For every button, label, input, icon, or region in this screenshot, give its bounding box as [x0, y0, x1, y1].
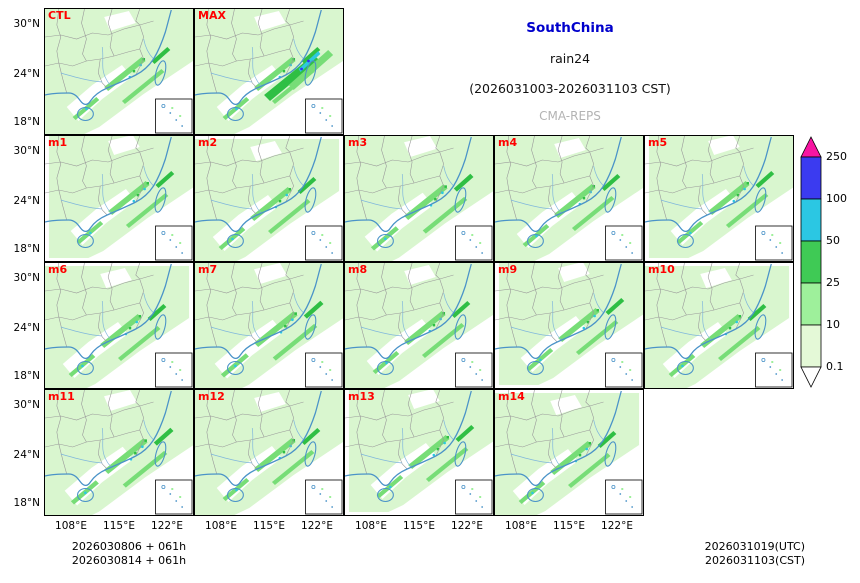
map-panel-m7: m7 [194, 262, 344, 389]
panel-label: CTL [48, 9, 71, 22]
map-panel-m5: m5 [644, 135, 794, 262]
panel-label: m2 [198, 136, 218, 149]
south-china-map [345, 390, 493, 515]
colorbar-label: 250 [826, 150, 847, 163]
title-period: (2026031003-2026031103 CST) [469, 81, 671, 96]
map-panel-m4: m4 [494, 135, 644, 262]
x-tick-label: 108°E [55, 520, 87, 532]
south-china-map [195, 263, 343, 388]
panel-label: m12 [198, 390, 225, 403]
x-tick-label: 122°E [601, 520, 633, 532]
panel-label: m9 [498, 263, 518, 276]
map-panel-m1: m1 [44, 135, 194, 262]
south-china-map [45, 9, 193, 134]
map-panel-m10: m10 [644, 262, 794, 389]
y-tick-label: 30°N [13, 145, 40, 157]
south-china-map [345, 263, 493, 388]
x-tick-label: 115°E [553, 520, 585, 532]
colorbar-label: 100 [826, 192, 847, 205]
south-china-map [195, 136, 343, 261]
valid-time-utc: 2026031019(UTC) [704, 540, 805, 553]
y-tick-label: 24°N [13, 195, 40, 207]
init-time-line: 2026030806 + 061h [71, 540, 187, 553]
south-china-map [45, 263, 193, 388]
south-china-map [645, 263, 793, 388]
init-time-line: 2026030814 + 061h [71, 554, 187, 567]
map-panel-m2: m2 [194, 135, 344, 262]
panel-label: m6 [48, 263, 68, 276]
map-panel-m6: m6 [44, 262, 194, 389]
panel-label: m11 [48, 390, 75, 403]
colorbar-bottom-arrow [800, 366, 822, 388]
map-panel-m14: m14 [494, 389, 644, 516]
title-region: SouthChina [526, 20, 614, 36]
south-china-map [495, 263, 643, 388]
y-tick-label: 18°N [13, 370, 40, 382]
colorbar-segment [800, 198, 822, 242]
colorbar-segment [800, 282, 822, 326]
panel-label: m7 [198, 263, 218, 276]
y-tick-label: 18°N [13, 243, 40, 255]
y-tick-label: 24°N [13, 322, 40, 334]
map-panel-m8: m8 [344, 262, 494, 389]
panel-label: m1 [48, 136, 68, 149]
map-panel-m3: m3 [344, 135, 494, 262]
y-tick-label: 30°N [13, 399, 40, 411]
south-china-map [195, 9, 343, 134]
colorbar-segment [800, 156, 822, 200]
south-china-map [495, 136, 643, 261]
valid-time-cst: 2026031103(CST) [705, 554, 805, 567]
colorbar-label: 50 [826, 234, 840, 247]
panel-label: m14 [498, 390, 525, 403]
x-tick-label: 115°E [403, 520, 435, 532]
x-tick-label: 108°E [205, 520, 237, 532]
map-panel-ctl: CTL [44, 8, 194, 135]
panel-label: m13 [348, 390, 375, 403]
map-panel-max: MAX [194, 8, 344, 135]
y-tick-label: 18°N [13, 497, 40, 509]
title-block: SouthChina rain24 (2026031003-2026031103… [350, 20, 790, 123]
y-tick-label: 18°N [13, 116, 40, 128]
colorbar-label: 10 [826, 318, 840, 331]
south-china-map [45, 390, 193, 515]
panel-label: m5 [648, 136, 668, 149]
x-tick-label: 108°E [355, 520, 387, 532]
map-panel-m11: m11 [44, 389, 194, 516]
map-panel-m9: m9 [494, 262, 644, 389]
y-tick-label: 30°N [13, 18, 40, 30]
x-tick-label: 122°E [151, 520, 183, 532]
panel-label: MAX [198, 9, 226, 22]
colorbar-segment [800, 240, 822, 284]
map-panel-m13: m13 [344, 389, 494, 516]
y-tick-label: 24°N [13, 68, 40, 80]
panel-label: m8 [348, 263, 368, 276]
footer-init-times: 2026030806 + 061h 2026030814 + 061h [44, 540, 214, 568]
south-china-map [645, 136, 793, 261]
x-tick-label: 115°E [103, 520, 135, 532]
colorbar-label: 25 [826, 276, 840, 289]
title-variable: rain24 [549, 51, 591, 66]
south-china-map [495, 390, 643, 515]
title-model: CMA-REPS [539, 109, 601, 123]
panel-label: m4 [498, 136, 518, 149]
map-panel-m12: m12 [194, 389, 344, 516]
footer-valid-times: 2026031019(UTC) 2026031103(CST) [605, 540, 805, 568]
south-china-map [345, 136, 493, 261]
x-tick-label: 108°E [505, 520, 537, 532]
x-tick-label: 122°E [301, 520, 333, 532]
x-tick-label: 122°E [451, 520, 483, 532]
panel-label: m3 [348, 136, 368, 149]
south-china-map [45, 136, 193, 261]
x-tick-label: 115°E [253, 520, 285, 532]
y-tick-label: 30°N [13, 272, 40, 284]
y-tick-label: 24°N [13, 449, 40, 461]
colorbar [800, 136, 822, 388]
panel-label: m10 [648, 263, 675, 276]
colorbar-segment [800, 324, 822, 368]
colorbar-label: 0.1 [826, 360, 844, 373]
colorbar-top-arrow [800, 136, 822, 158]
south-china-map [195, 390, 343, 515]
